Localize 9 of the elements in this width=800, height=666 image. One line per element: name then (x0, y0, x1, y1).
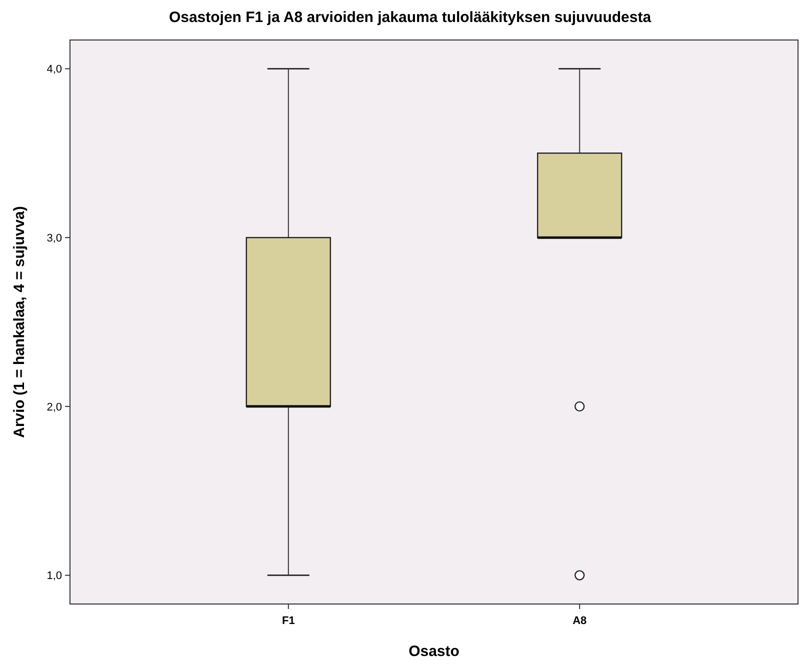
chart-title: Osastojen F1 ja A8 arvioiden jakauma tulolääkityksen sujuvuudesta (168, 9, 652, 26)
y-tick-label: 3,0 (46, 232, 62, 244)
x-tick-label: F1 (282, 615, 295, 627)
y-axis-title: Arvio (1 = hankalaa, 4 = sujuvva) (11, 206, 28, 438)
x-axis-title: Osasto (408, 643, 460, 660)
y-tick-label: 2,0 (46, 401, 62, 414)
y-tick-label: 4,0 (46, 64, 62, 76)
x-tick-label: A8 (572, 615, 587, 627)
y-tick-label: 1,0 (46, 570, 62, 582)
